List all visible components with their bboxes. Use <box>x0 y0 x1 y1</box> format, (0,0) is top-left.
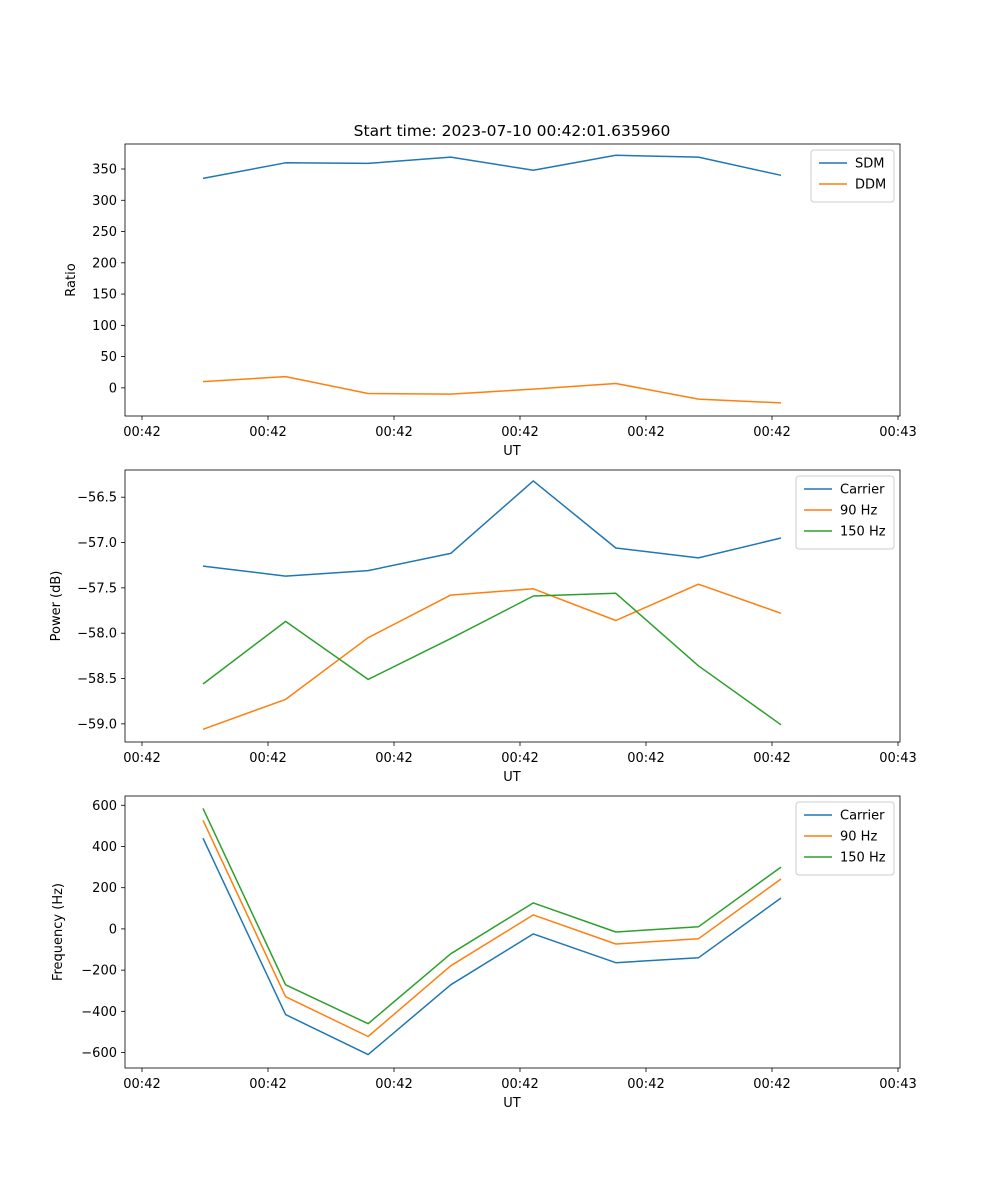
x-tick-label: 00:43 <box>879 425 916 440</box>
legend-label: Carrier <box>840 483 885 498</box>
y-tick-label: −400 <box>81 1005 117 1020</box>
y-tick-label: 150 <box>92 288 117 303</box>
x-tick-label: 00:43 <box>879 751 916 766</box>
x-tick-label: 00:42 <box>753 1077 790 1092</box>
series-line-150-hz <box>202 592 782 726</box>
y-tick-label: −200 <box>81 964 117 979</box>
series-line-150-hz <box>202 808 782 1025</box>
legend-label: 90 Hz <box>840 504 877 519</box>
y-tick-label: −58.0 <box>77 627 117 642</box>
series-line-90-hz <box>202 819 782 1038</box>
y-tick-label: 0 <box>109 381 117 396</box>
legend-label: 90 Hz <box>840 830 877 845</box>
y-axis-label: Ratio <box>64 263 79 296</box>
y-tick-label: 200 <box>92 256 117 271</box>
y-tick-label: −58.5 <box>77 672 117 687</box>
x-tick-label: 00:43 <box>879 1077 916 1092</box>
y-tick-label: −57.0 <box>77 536 117 551</box>
series-line-carrier <box>202 480 782 577</box>
x-tick-label: 00:42 <box>249 1077 286 1092</box>
y-tick-label: 200 <box>92 881 117 896</box>
x-tick-label: 00:42 <box>627 751 664 766</box>
series-line-carrier <box>202 837 782 1056</box>
x-tick-label: 00:42 <box>249 751 286 766</box>
y-tick-label: −56.5 <box>77 491 117 506</box>
x-tick-label: 00:42 <box>627 1077 664 1092</box>
y-tick-label: 250 <box>92 225 117 240</box>
x-tick-label: 00:42 <box>501 1077 538 1092</box>
y-tick-label: 0 <box>109 922 117 937</box>
y-tick-label: 50 <box>100 350 117 365</box>
y-tick-label: −600 <box>81 1046 117 1061</box>
x-tick-label: 00:42 <box>501 425 538 440</box>
x-tick-label: 00:42 <box>753 751 790 766</box>
x-tick-label: 00:42 <box>249 425 286 440</box>
legend-label: 150 Hz <box>840 851 886 866</box>
x-tick-label: 00:42 <box>375 751 412 766</box>
y-tick-label: 600 <box>92 799 117 814</box>
x-axis-label: UT <box>503 444 521 459</box>
y-tick-label: −59.0 <box>77 717 117 732</box>
series-line-ddm <box>202 375 782 404</box>
y-tick-label: 300 <box>92 194 117 209</box>
legend-label: Carrier <box>840 809 885 824</box>
axes-frame <box>124 143 901 417</box>
y-tick-label: 400 <box>92 840 117 855</box>
x-tick-label: 00:42 <box>627 425 664 440</box>
x-axis-label: UT <box>503 1096 521 1111</box>
series-line-90-hz <box>202 583 782 731</box>
axes-frame <box>124 469 901 743</box>
y-tick-label: 100 <box>92 319 117 334</box>
y-axis-label: Power (dB) <box>49 571 64 642</box>
x-tick-label: 00:42 <box>123 425 160 440</box>
axes-frame <box>124 795 901 1069</box>
x-tick-label: 00:42 <box>753 425 790 440</box>
x-axis-label: UT <box>503 770 521 785</box>
x-tick-label: 00:42 <box>375 1077 412 1092</box>
legend-label: SDM <box>855 157 884 172</box>
legend-label: DDM <box>855 178 886 193</box>
x-tick-label: 00:42 <box>501 751 538 766</box>
y-tick-label: 350 <box>92 163 117 178</box>
x-tick-label: 00:42 <box>123 751 160 766</box>
x-tick-label: 00:42 <box>123 1077 160 1092</box>
y-axis-label: Frequency (Hz) <box>51 883 66 981</box>
y-tick-label: −57.5 <box>77 581 117 596</box>
x-tick-label: 00:42 <box>375 425 412 440</box>
chart-title: Start time: 2023-07-10 00:42:01.635960 <box>354 122 671 140</box>
legend-label: 150 Hz <box>840 525 886 540</box>
series-line-sdm <box>202 154 782 180</box>
